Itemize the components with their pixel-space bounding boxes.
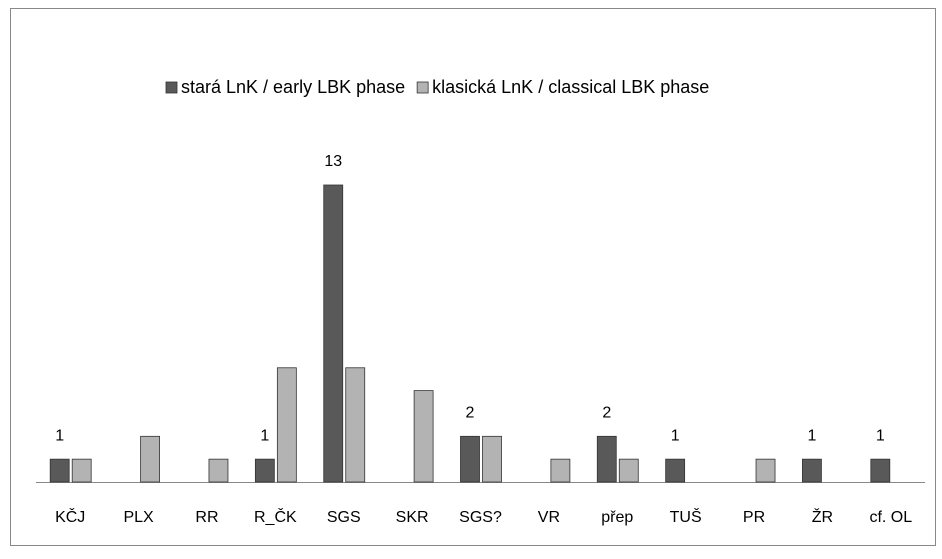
bar [323,184,344,483]
x-tick-label: TUŠ [670,507,702,526]
x-tick-label: ŽR [812,507,833,526]
bar [460,435,480,483]
data-label: 1 [807,427,816,444]
bar [618,458,639,483]
legend-label: klasická LnK / classical LBK phase [432,77,709,97]
bar [140,435,160,483]
x-tick-label: SGS [327,509,361,526]
legend-swatch [165,81,178,94]
x-tick-label: PR [743,509,765,526]
bar [345,367,366,483]
bar [276,367,297,483]
data-label: 2 [602,405,611,422]
legend-swatch [416,81,429,94]
legend-label: stará LnK / early LBK phase [181,77,405,97]
x-tick-label: přep [601,509,633,526]
x-tick-label: SGS? [459,509,502,526]
bar [254,458,275,483]
x-tick-label: SKR [396,509,429,526]
x-tick-label: R_ČK [254,507,297,526]
x-tick-label: cf. OL [869,509,912,526]
data-label: 1 [671,427,680,444]
bar [71,458,92,483]
bar [755,458,776,483]
x-tick-label: PLX [123,509,154,526]
data-label: 1 [55,427,64,444]
bar [802,458,822,483]
bar [665,458,686,483]
data-label: 2 [466,405,475,422]
data-label: 1 [260,427,269,444]
data-label: 13 [324,153,342,170]
x-tick-label: RR [195,509,218,526]
bar [870,458,891,483]
bar [596,435,617,483]
bar [208,458,229,483]
x-tick-label: VR [538,509,560,526]
data-label: 1 [876,427,885,444]
bar [550,458,571,483]
bar [413,390,434,483]
bar [49,458,70,483]
bar [482,435,502,483]
x-tick-label: KČJ [55,507,85,526]
